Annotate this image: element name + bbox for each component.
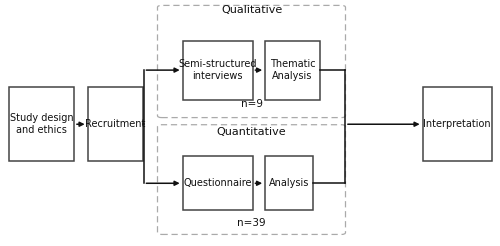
Text: Questionnaire: Questionnaire: [183, 178, 252, 188]
FancyBboxPatch shape: [422, 87, 492, 161]
FancyBboxPatch shape: [158, 5, 346, 118]
FancyBboxPatch shape: [182, 41, 252, 100]
FancyBboxPatch shape: [9, 87, 74, 161]
Text: n=39: n=39: [237, 217, 266, 228]
Text: Analysis: Analysis: [268, 178, 309, 188]
FancyBboxPatch shape: [158, 125, 346, 234]
Text: Thematic
Analysis: Thematic Analysis: [270, 59, 316, 81]
Text: Semi-structured
interviews: Semi-structured interviews: [178, 59, 257, 81]
FancyBboxPatch shape: [182, 156, 252, 210]
Text: Study design
and ethics: Study design and ethics: [10, 113, 74, 136]
Text: Qualitative: Qualitative: [221, 5, 282, 15]
Text: n=9: n=9: [240, 99, 262, 109]
Text: Quantitative: Quantitative: [216, 126, 286, 137]
FancyBboxPatch shape: [265, 156, 312, 210]
Text: Interpretation: Interpretation: [423, 119, 491, 129]
FancyBboxPatch shape: [88, 87, 142, 161]
FancyBboxPatch shape: [265, 41, 320, 100]
Text: Recruitment: Recruitment: [85, 119, 145, 129]
